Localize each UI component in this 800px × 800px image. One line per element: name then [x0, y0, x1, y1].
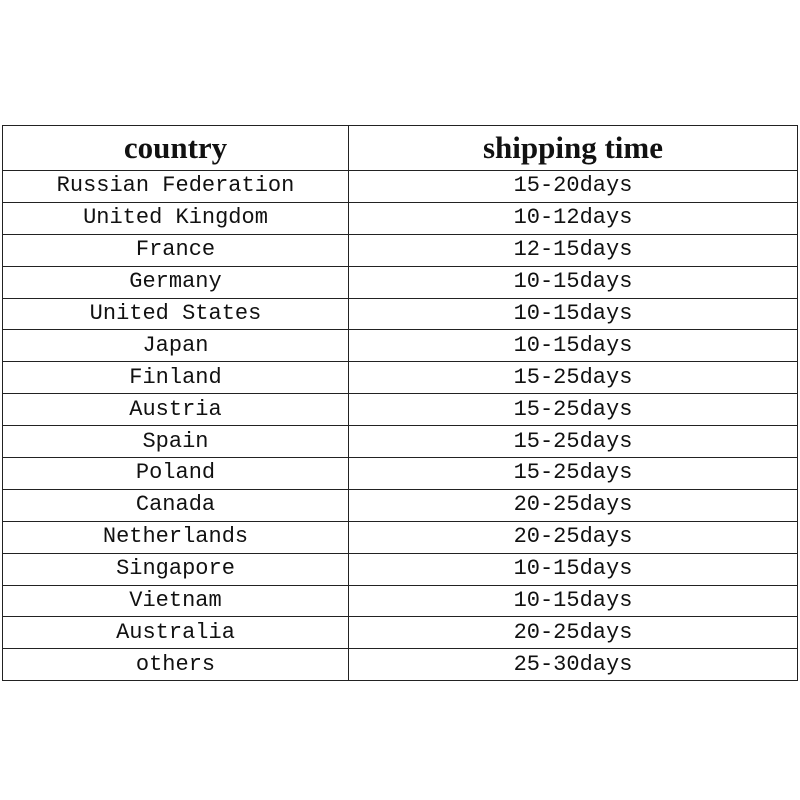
shipping-time-cell: 15-20days — [348, 170, 798, 203]
country-cell: Vietnam — [2, 584, 349, 618]
shipping-time-cell: 20-25days — [348, 488, 798, 522]
table-row: Russian Federation 15-20days — [2, 170, 798, 203]
table-row: Finland 15-25days — [2, 361, 798, 395]
table-row: United States 10-15days — [2, 297, 798, 331]
shipping-time-cell: 15-25days — [348, 425, 798, 459]
shipping-time-cell: 15-25days — [348, 361, 798, 395]
table-row: Netherlands 20-25days — [2, 520, 798, 554]
shipping-time-cell: 10-12days — [348, 201, 798, 235]
table-body: Russian Federation 15-20days United Kingdo… — [2, 170, 798, 682]
shipping-time-cell: 10-15days — [348, 265, 798, 299]
country-cell: Russian Federation — [2, 170, 349, 203]
shipping-time-cell: 10-15days — [348, 329, 798, 363]
header-row: country shipping time — [2, 125, 798, 171]
shipping-time-cell: 20-25days — [348, 616, 798, 650]
table-row: Vietnam 10-15days — [2, 584, 798, 618]
shipping-time-cell: 15-25days — [348, 393, 798, 427]
shipping-time-cell: 15-25days — [348, 457, 798, 490]
header-shipping-time: shipping time — [348, 125, 798, 171]
country-cell: Netherlands — [2, 520, 349, 554]
shipping-time-cell: 10-15days — [348, 552, 798, 586]
country-cell: Australia — [2, 616, 349, 650]
country-cell: Japan — [2, 329, 349, 363]
table-row: Poland 15-25days — [2, 457, 798, 490]
header-country: country — [2, 125, 349, 171]
country-cell: Germany — [2, 265, 349, 299]
country-cell: Spain — [2, 425, 349, 459]
shipping-time-table: country shipping time Russian Federation… — [2, 125, 798, 682]
table-row: France 12-15days — [2, 233, 798, 267]
country-cell: United Kingdom — [2, 201, 349, 235]
table-row: Spain 15-25days — [2, 425, 798, 459]
shipping-time-cell: 12-15days — [348, 233, 798, 267]
country-cell: Finland — [2, 361, 349, 395]
table-row: Germany 10-15days — [2, 265, 798, 299]
table-row: Austria 15-25days — [2, 393, 798, 427]
country-cell: Canada — [2, 488, 349, 522]
table-row: Japan 10-15days — [2, 329, 798, 363]
country-cell: Austria — [2, 393, 349, 427]
shipping-time-cell: 25-30days — [348, 648, 798, 682]
table-row: Australia 20-25days — [2, 616, 798, 650]
country-cell: Singapore — [2, 552, 349, 586]
shipping-time-cell: 10-15days — [348, 584, 798, 618]
table-row: Singapore 10-15days — [2, 552, 798, 586]
shipping-time-cell: 20-25days — [348, 520, 798, 554]
table-row: Canada 20-25days — [2, 488, 798, 522]
country-cell: others — [2, 648, 349, 682]
country-cell: France — [2, 233, 349, 267]
country-cell: United States — [2, 297, 349, 331]
table-row: others 25-30days — [2, 648, 798, 682]
shipping-time-cell: 10-15days — [348, 297, 798, 331]
country-cell: Poland — [2, 457, 349, 490]
table-row: United Kingdom 10-12days — [2, 201, 798, 235]
